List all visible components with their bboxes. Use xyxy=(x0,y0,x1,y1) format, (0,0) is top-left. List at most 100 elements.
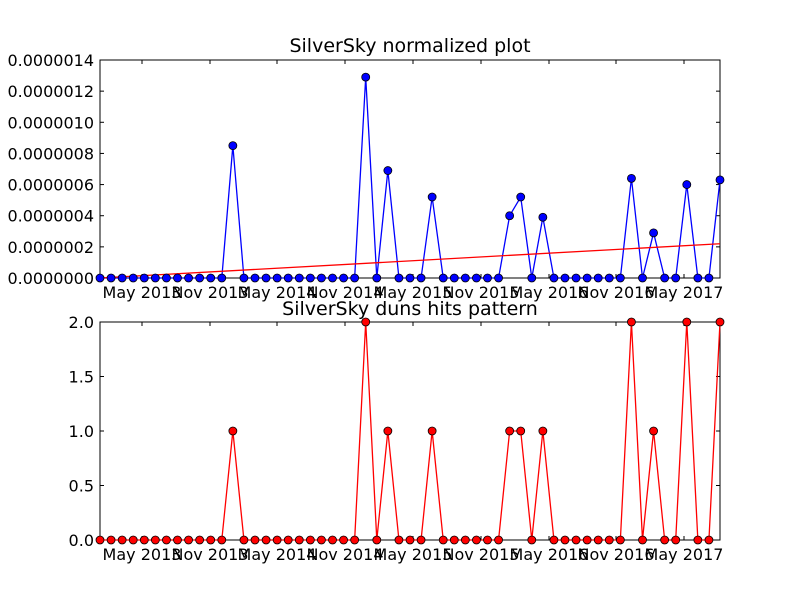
tick-marks xyxy=(100,59,720,279)
data-point xyxy=(350,535,360,545)
y-tick-label: 1.5 xyxy=(69,368,94,387)
data-point xyxy=(483,535,492,545)
series-points xyxy=(95,317,725,545)
data-point xyxy=(283,535,293,545)
x-tick-label: Nov 2015 xyxy=(442,283,519,302)
y-tick-label: 1.0 xyxy=(69,422,94,441)
x-tick-label: May 2017 xyxy=(645,545,724,564)
data-point xyxy=(405,273,415,283)
chart-title: SilverSky normalized plot xyxy=(289,35,530,57)
data-point xyxy=(649,426,658,436)
data-point xyxy=(150,273,160,283)
data-point xyxy=(405,535,415,545)
data-point xyxy=(460,273,470,283)
data-point xyxy=(671,535,681,545)
data-point xyxy=(682,180,692,189)
x-tick-label: May 2013 xyxy=(103,545,182,564)
tick-marks xyxy=(100,321,720,541)
data-point xyxy=(516,192,526,202)
data-point xyxy=(438,273,448,283)
data-point xyxy=(372,535,382,545)
y-tick-label: 0.0000002 xyxy=(7,238,94,257)
data-point xyxy=(483,273,492,283)
data-point xyxy=(139,535,149,545)
data-point xyxy=(283,273,293,283)
data-point xyxy=(350,273,360,283)
x-tick-label: May 2015 xyxy=(374,545,453,564)
data-point xyxy=(294,535,304,545)
x-tick-label: Nov 2014 xyxy=(306,545,383,564)
data-point xyxy=(195,273,205,283)
data-point xyxy=(217,273,227,283)
data-point xyxy=(671,273,681,283)
data-point xyxy=(715,317,725,327)
x-tick-label: May 2016 xyxy=(510,545,589,564)
data-point xyxy=(228,426,238,436)
data-point xyxy=(538,426,548,436)
y-tick-label: 2.0 xyxy=(69,313,94,332)
data-point xyxy=(693,273,703,283)
data-point xyxy=(261,273,271,283)
data-point xyxy=(449,273,459,283)
y-tick-labels: 0.0 0.5 1.0 1.5 2.0 xyxy=(69,313,94,550)
data-point xyxy=(272,535,282,545)
y-tick-label: 0.0000008 xyxy=(7,144,94,163)
data-point xyxy=(328,273,337,283)
data-point xyxy=(560,273,570,283)
data-point xyxy=(693,535,703,545)
y-tick-label: 0.0000000 xyxy=(7,269,94,288)
plot-frame xyxy=(99,59,721,279)
data-point xyxy=(294,273,304,283)
data-point xyxy=(571,535,581,545)
x-tick-label: May 2016 xyxy=(510,283,589,302)
data-point xyxy=(516,426,526,436)
data-point xyxy=(305,535,315,545)
data-point xyxy=(582,273,592,283)
x-tick-label: Nov 2014 xyxy=(306,283,383,302)
data-point xyxy=(150,535,160,545)
data-point xyxy=(571,273,581,283)
data-point xyxy=(615,535,625,545)
data-point xyxy=(228,141,238,151)
data-point xyxy=(394,535,404,545)
data-point xyxy=(582,535,592,545)
y-tick-labels: 0.0000000 0.0000002 0.0000004 0.0000006 0.00… xyxy=(7,51,94,288)
data-point xyxy=(394,273,404,283)
data-point xyxy=(184,273,193,283)
data-point xyxy=(305,273,315,283)
trend-line xyxy=(99,243,721,279)
series-line xyxy=(100,321,721,541)
data-point xyxy=(139,273,149,283)
x-tick-label: Nov 2016 xyxy=(577,545,654,564)
data-point xyxy=(95,273,105,283)
data-point xyxy=(272,273,282,283)
data-point xyxy=(162,535,171,545)
data-point xyxy=(593,535,603,545)
x-tick-label: May 2014 xyxy=(238,545,317,564)
data-point xyxy=(505,211,515,221)
data-point xyxy=(527,535,537,545)
series-line xyxy=(100,77,721,279)
data-point xyxy=(593,273,603,283)
data-point xyxy=(604,273,614,283)
x-tick-label: May 2015 xyxy=(374,283,453,302)
x-tick-label: Nov 2016 xyxy=(577,283,654,302)
data-point xyxy=(106,273,116,283)
data-point xyxy=(505,426,515,436)
data-point xyxy=(527,273,537,283)
x-tick-label: Nov 2013 xyxy=(171,545,248,564)
data-point xyxy=(383,166,393,175)
data-point xyxy=(682,317,692,327)
data-point xyxy=(494,535,503,545)
x-tick-label: Nov 2015 xyxy=(442,545,519,564)
data-point xyxy=(250,535,260,545)
data-point xyxy=(427,192,437,202)
y-tick-label: 0.5 xyxy=(69,477,94,496)
data-point xyxy=(449,535,459,545)
x-tick-label: May 2017 xyxy=(645,283,724,302)
data-point xyxy=(339,273,348,283)
data-point xyxy=(627,317,636,327)
data-point xyxy=(660,273,670,283)
data-point xyxy=(460,535,470,545)
